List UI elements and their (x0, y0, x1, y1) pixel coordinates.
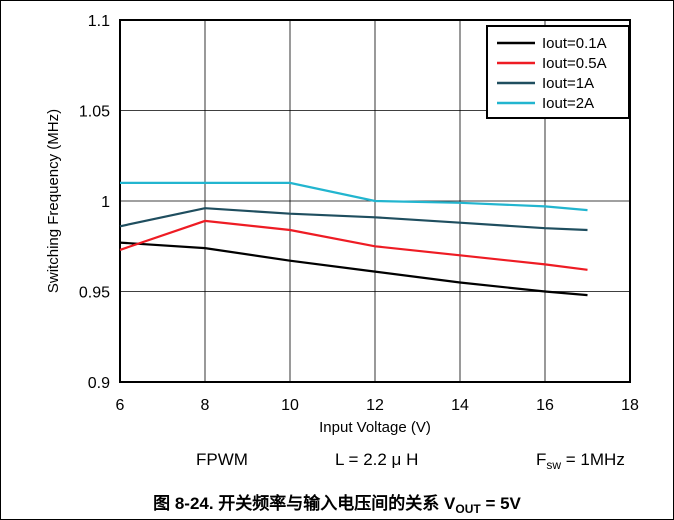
series-line-iout-0-1a (119, 241, 588, 297)
tick-label-layer: 6 8 10 12 14 16 18 0.9 0.95 1 1.05 1.1 (79, 13, 639, 414)
y-tick-label: 0.95 (79, 285, 110, 302)
y-tick-label: 1.1 (88, 13, 110, 30)
inductor-note: L = 2.2 μ H (335, 450, 419, 469)
plot-area-border (119, 19, 631, 383)
series-line-iout-1a (119, 207, 588, 232)
switching-frequency-note: Fsw = 1MHz (536, 450, 625, 472)
fsw-symbol: F (536, 450, 547, 469)
y-tick-label: 1.05 (79, 104, 110, 121)
caption-text: 图 8-24. 开关频率与输入电压间的关系 V (153, 494, 456, 513)
fsw-subscript: sw (546, 458, 562, 472)
legend-label: Iout=0.1A (542, 35, 607, 52)
legend: Iout=0.1A Iout=0.5A Iout=1A Iout=2A (486, 25, 630, 119)
caption-suffix: = 5V (480, 494, 521, 513)
legend-label: Iout=1A (542, 75, 594, 92)
y-tick-label: 1 (101, 194, 110, 211)
y-tick-label: 0.9 (88, 375, 110, 392)
x-tick-label: 14 (451, 397, 469, 414)
x-axis-label: Input Voltage (V) (319, 419, 431, 436)
fsw-value: = 1MHz (561, 450, 625, 469)
legend-label: Iout=0.5A (542, 55, 607, 72)
series-line-iout-2a (120, 181, 588, 212)
x-tick-label: 18 (621, 397, 639, 414)
x-tick-label: 10 (281, 397, 299, 414)
x-tick-label: 12 (366, 397, 384, 414)
x-tick-label: 8 (201, 397, 210, 414)
x-tick-label: 6 (116, 397, 125, 414)
x-tick-label: 16 (536, 397, 554, 414)
series-layer (119, 181, 588, 297)
legend-label: Iout=2A (542, 95, 594, 112)
series-line-iout-0-5a (119, 219, 588, 271)
figure-caption: 图 8-24. 开关频率与输入电压间的关系 VOUT = 5V (0, 489, 674, 516)
caption-subscript: OUT (455, 502, 481, 516)
mode-note: FPWM (196, 450, 248, 469)
y-axis-label: Switching Frequency (MHz) (45, 109, 62, 293)
